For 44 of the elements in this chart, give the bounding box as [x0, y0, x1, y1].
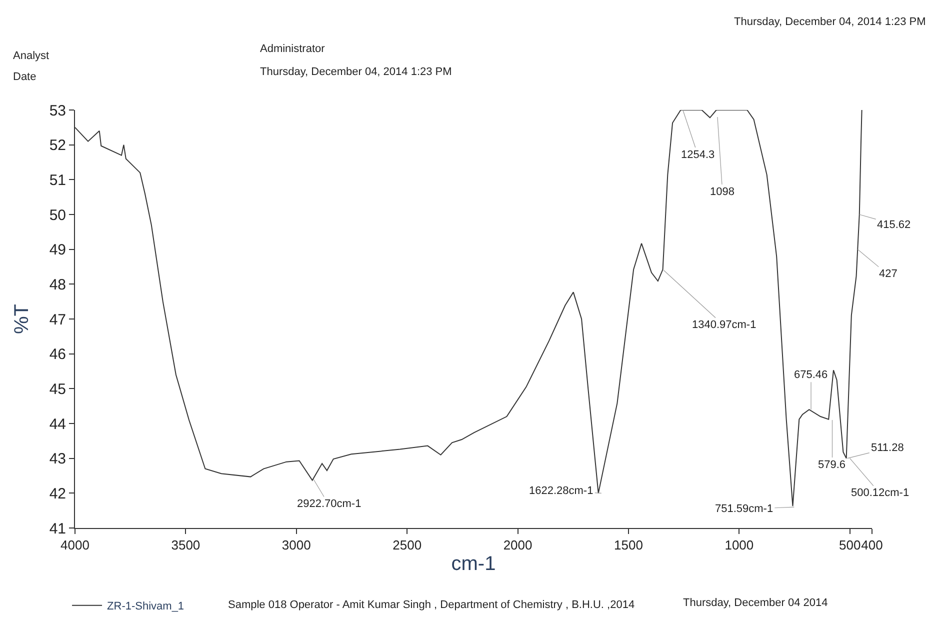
- text: Thursday, December 04, 2014 1:23 PM: [734, 16, 926, 28]
- x-axis-title: cm-1: [451, 553, 496, 576]
- y-tick-label: 44: [49, 416, 66, 433]
- annotation: 511.28: [871, 442, 904, 454]
- y-tick-label: 52: [49, 137, 66, 154]
- y-tick-label: 45: [49, 380, 66, 398]
- x-tick-label: 2500: [392, 538, 422, 553]
- annotation: 1098: [710, 186, 734, 198]
- x-tick-label: 1500: [614, 538, 643, 553]
- y-tick-label: 49: [49, 242, 66, 259]
- annotation: 1622.28cm-1: [529, 485, 594, 497]
- annotation: 751.59cm-1: [715, 503, 774, 515]
- legend-label: ZR-1-Shivam_1: [107, 600, 184, 613]
- x-tick-label: 500: [839, 538, 861, 553]
- x-tick-label: 1000: [724, 538, 754, 553]
- y-tick-label: 48: [49, 276, 66, 294]
- y-tick-label: 51: [49, 172, 66, 189]
- annotation: 1254.3: [681, 149, 715, 161]
- annotation: 415.62: [877, 219, 911, 231]
- x-tick-label: 400: [861, 538, 883, 553]
- text: Analyst: [13, 50, 50, 62]
- text: Administrator: [260, 43, 326, 55]
- annotation: 2922.70cm-1: [297, 498, 362, 510]
- y-tick-label: 46: [49, 346, 66, 364]
- y-tick-label: 42: [49, 485, 66, 502]
- y-tick-label: 47: [49, 311, 66, 328]
- y-tick-label: 53: [49, 102, 66, 120]
- annotation: 1340.97cm-1: [692, 319, 756, 331]
- text: Thursday, December 04, 2014 1:23 PM: [260, 66, 452, 78]
- x-tick-label: 4000: [60, 538, 90, 553]
- x-tick-label: 3500: [171, 538, 200, 553]
- text: Thursday, December 04 2014: [683, 597, 828, 609]
- y-tick-label: 50: [49, 206, 66, 224]
- annotation: 500.12cm-1: [851, 487, 910, 499]
- annotation: 675.46: [794, 369, 828, 381]
- text: Date: [13, 71, 36, 83]
- y-tick-label: 43: [49, 450, 66, 468]
- text: Sample 018 Operator - Amit Kumar Singh , Department of Chemistry , B.H.U. ,2014: [228, 599, 635, 611]
- x-tick-label: 3000: [282, 538, 311, 553]
- annotation: 427: [879, 268, 898, 280]
- y-axis-title: %T: [10, 304, 33, 334]
- y-tick-label: 41: [49, 520, 66, 538]
- x-tick-label: 2000: [503, 538, 532, 553]
- annotation: 579.6: [818, 459, 846, 471]
